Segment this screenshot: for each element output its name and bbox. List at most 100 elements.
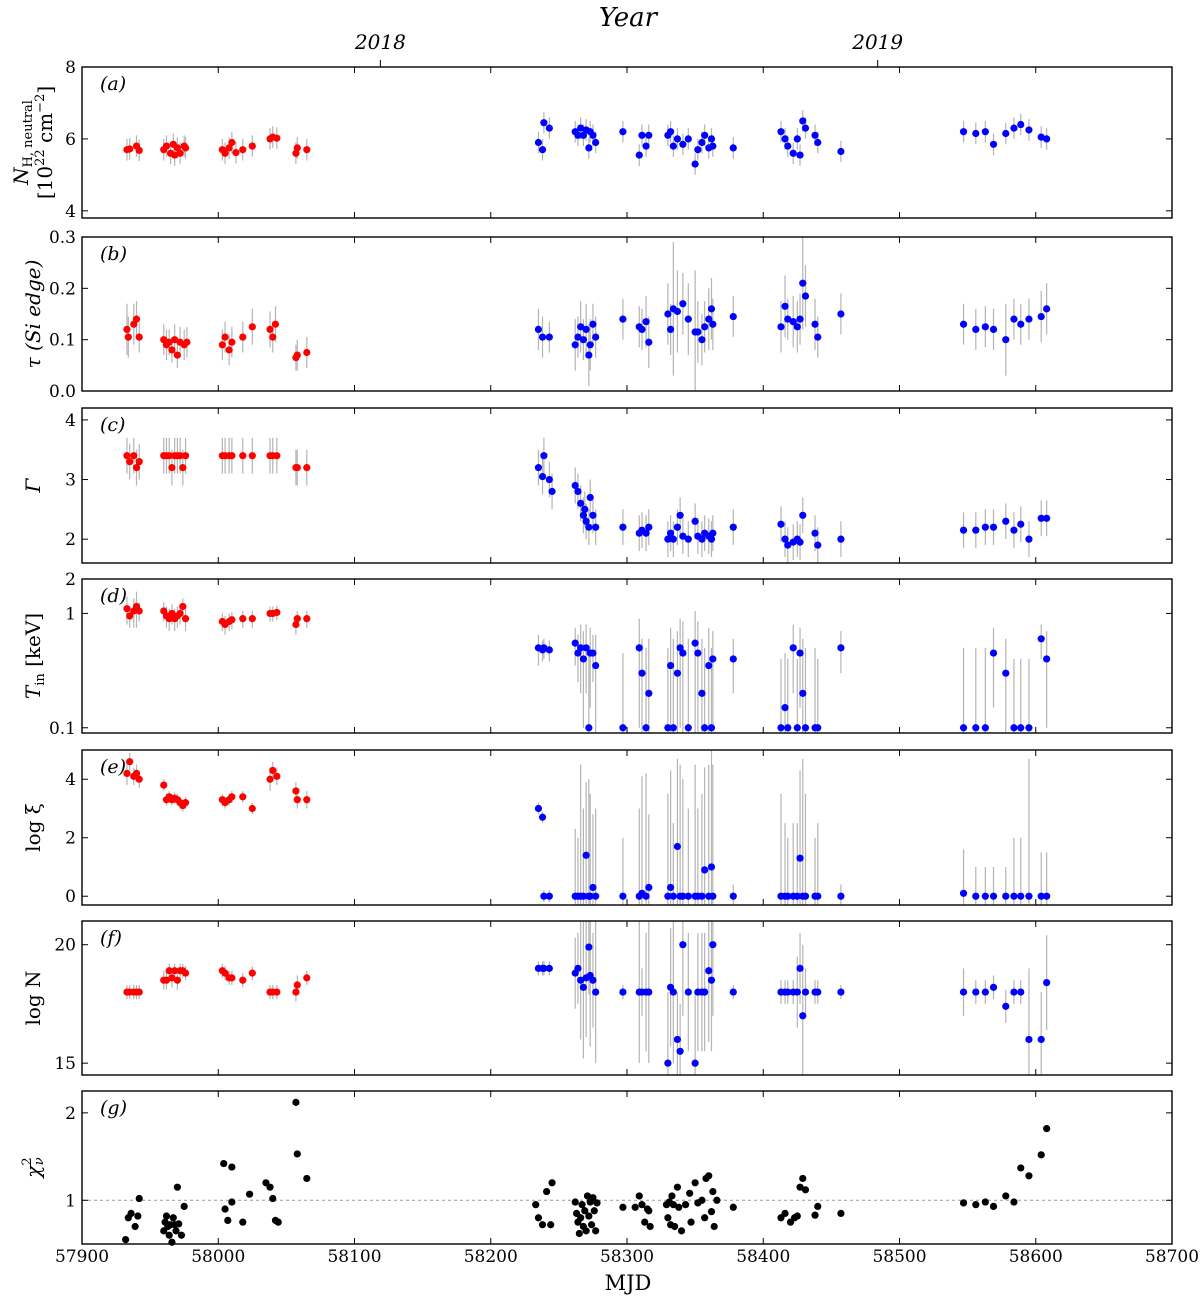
data-point [645, 1207, 653, 1215]
data-point [619, 892, 627, 900]
series-epoch1 [123, 591, 311, 635]
data-point [248, 142, 256, 150]
y-tick-label: 1 [65, 604, 76, 624]
data-point [162, 142, 171, 150]
ylabel-symbol: τ (Si edge) [21, 260, 45, 369]
panel-frame [81, 66, 1173, 219]
data-point [645, 523, 653, 531]
x-tick-label: 57900 [55, 1247, 109, 1267]
data-point [574, 131, 582, 139]
data-point [691, 1059, 699, 1067]
data-point [292, 787, 300, 795]
data-point [126, 458, 134, 466]
data-point [581, 505, 589, 513]
x-tick-label: 58300 [600, 1247, 654, 1267]
data-point [645, 131, 653, 139]
data-point [673, 669, 682, 677]
data-point [1017, 724, 1025, 732]
x-tick-label: 58200 [464, 1247, 518, 1267]
data-point [579, 983, 588, 991]
top-tick-label: 2018 [354, 30, 406, 54]
data-point [248, 804, 256, 813]
data-point [664, 535, 672, 543]
y-axis-label-text: τ (Si edge) [21, 260, 45, 369]
y-axis-label: log N [21, 970, 45, 1025]
data-point [168, 464, 176, 472]
data-point [799, 511, 807, 519]
y-tick-label: 4 [65, 411, 76, 431]
data-point [273, 452, 281, 460]
data-point [669, 142, 677, 150]
data-point [972, 1201, 980, 1209]
data-point [837, 1209, 845, 1217]
data-point [667, 883, 675, 892]
data-point [709, 1187, 717, 1196]
data-point [1002, 1192, 1010, 1200]
data-point [1010, 724, 1018, 732]
data-point [269, 333, 277, 341]
data-point [173, 1183, 181, 1191]
data-point [123, 325, 131, 333]
data-point [669, 535, 677, 543]
series-epoch1 [123, 963, 311, 1002]
y-axis-label: τ (Si edge) [21, 260, 45, 369]
data-point [691, 1179, 699, 1187]
ylabel-exponent: 2 [20, 1157, 35, 1165]
data-point [545, 333, 553, 341]
data-point [814, 1202, 822, 1211]
data-point [684, 135, 692, 143]
data-point [781, 1209, 789, 1217]
x-tick-label: 58500 [872, 1247, 926, 1267]
data-point [1002, 669, 1010, 677]
data-point [266, 325, 274, 333]
data-point [1043, 135, 1051, 143]
data-point [796, 964, 804, 972]
data-point [972, 129, 980, 138]
data-point [701, 866, 709, 874]
data-point [534, 325, 543, 333]
data-point [228, 338, 236, 346]
data-point [303, 974, 311, 982]
data-point [592, 892, 600, 900]
data-point [1010, 1198, 1018, 1206]
data-point [540, 644, 548, 652]
data-point [801, 124, 810, 132]
data-point [292, 620, 300, 629]
data-point [131, 1222, 139, 1231]
data-point [1037, 892, 1045, 900]
data-point [959, 988, 968, 996]
data-point [698, 138, 706, 147]
y-axis-label-text: Γ [21, 477, 45, 493]
data-point [801, 292, 810, 300]
data-point [123, 452, 131, 460]
series-epoch2 [534, 921, 1051, 1075]
data-point [642, 892, 650, 900]
data-point [228, 974, 236, 982]
data-point [673, 1035, 682, 1044]
data-point [814, 892, 822, 900]
x-axis-label: MJD [605, 1271, 652, 1295]
data-point [545, 124, 553, 132]
data-point [266, 1183, 274, 1191]
data-point [1002, 517, 1010, 525]
data-point [132, 769, 141, 777]
data-point [799, 279, 807, 287]
data-point [668, 1192, 676, 1200]
data-point [171, 967, 179, 975]
data-point [534, 1214, 543, 1222]
data-point [1037, 635, 1045, 643]
panel-d: 0.1 1 2 (d) Tin [keV] [21, 570, 1173, 739]
data-point [684, 315, 692, 323]
data-point [677, 1227, 686, 1235]
ylabel-symbol: log N [21, 970, 45, 1025]
y-tick-label: 8 [65, 58, 76, 78]
y-axis-label-line1: NH, neutral [9, 100, 36, 186]
series-epoch2 [534, 610, 1051, 733]
data-point [676, 1047, 684, 1055]
data-point [784, 988, 792, 996]
data-point [619, 523, 627, 531]
x-tick-label: 58100 [327, 1247, 381, 1267]
panel-letter: (f) [100, 927, 122, 949]
data-point [989, 523, 998, 531]
data-point [619, 315, 627, 323]
